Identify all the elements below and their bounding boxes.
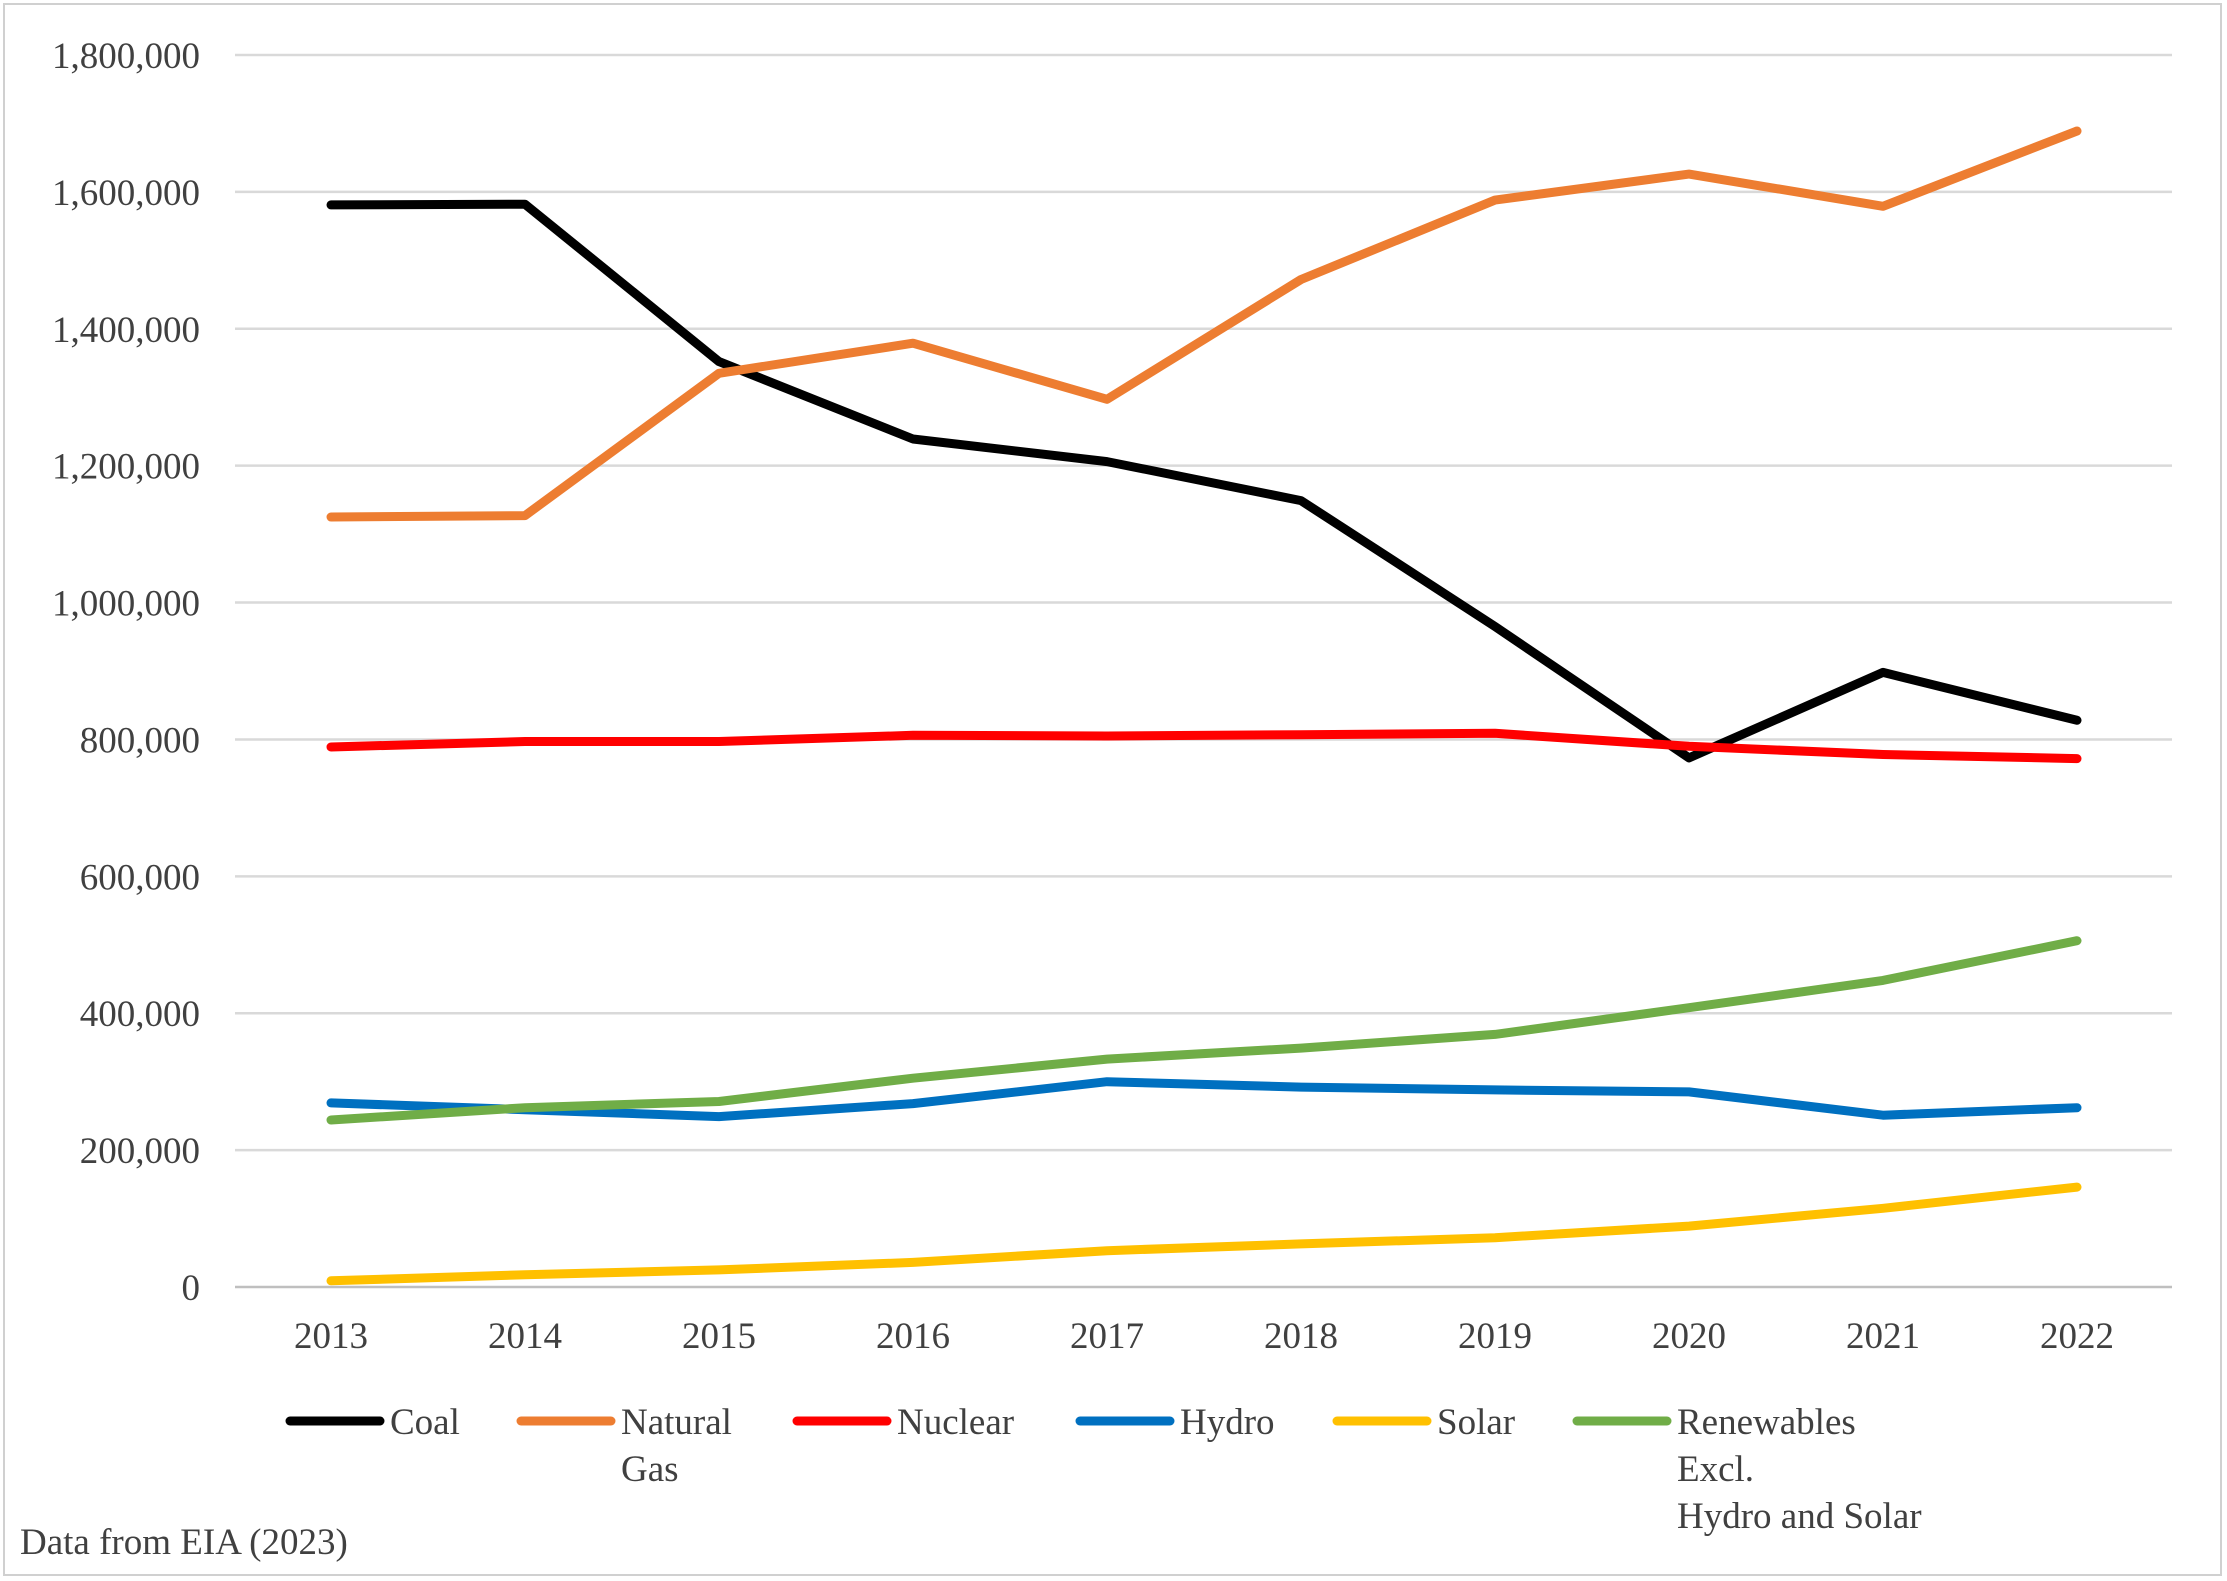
x-tick-label: 2022 — [2040, 1316, 2114, 1357]
x-tick-label: 2019 — [1458, 1316, 1532, 1357]
series-line-natural-gas — [326, 126, 2082, 522]
y-tick-label: 1,800,000 — [52, 36, 200, 77]
y-tick-label: 1,200,000 — [52, 447, 200, 488]
x-tick-label: 2014 — [488, 1316, 562, 1357]
series-line-hydro — [326, 1077, 2082, 1122]
series-line-solar — [326, 1182, 2082, 1286]
legend-label-natural-gas: Natural Gas — [621, 1402, 732, 1490]
legend-label-hydro: Hydro — [1180, 1402, 1275, 1443]
chart-frame — [3, 3, 2222, 1576]
y-tick-label: 1,000,000 — [52, 584, 200, 625]
source-note: Data from EIA (2023) — [20, 1522, 348, 1563]
x-tick-label: 2017 — [1070, 1316, 1144, 1357]
x-tick-label: 2016 — [876, 1316, 950, 1357]
legend-label-solar: Solar — [1437, 1402, 1515, 1443]
x-tick-label: 2018 — [1264, 1316, 1338, 1357]
y-tick-label: 1,400,000 — [52, 310, 200, 351]
series-lines — [326, 126, 2082, 1286]
y-tick-label: 400,000 — [80, 994, 200, 1035]
y-tick-label: 600,000 — [80, 857, 200, 898]
series-line-nuclear — [326, 728, 2082, 764]
legend-label-nuclear: Nuclear — [897, 1402, 1014, 1443]
x-tick-label: 2021 — [1846, 1316, 1920, 1357]
gridlines — [235, 53, 2172, 1289]
legend: Coal Natural Gas Nuclear Hydro Solar Renewable… — [285, 1402, 1922, 1537]
y-tick-label: 0 — [182, 1268, 201, 1309]
legend-label-renewables-excl-hydro-and-solar: Renewables Excl. Hydro and Solar — [1677, 1402, 1922, 1537]
y-tick-label: 200,000 — [80, 1131, 200, 1172]
x-axis-tick-labels: 2013 2014 2015 2016 2017 2018 2019 2020 2021 2022 — [294, 1316, 2114, 1357]
y-axis-tick-labels: 0 200,000 400,000 600,000 800,000 1,000,000 1,… — [52, 36, 200, 1309]
x-tick-label: 2013 — [294, 1316, 368, 1357]
y-tick-label: 1,600,000 — [52, 173, 200, 214]
series-line-coal — [326, 199, 2082, 763]
series-line-renewables-excl-hydro-and-solar — [326, 936, 2082, 1125]
legend-label-coal: Coal — [390, 1402, 460, 1443]
x-tick-label: 2015 — [682, 1316, 756, 1357]
y-tick-label: 800,000 — [80, 720, 200, 761]
x-tick-label: 2020 — [1652, 1316, 1726, 1357]
